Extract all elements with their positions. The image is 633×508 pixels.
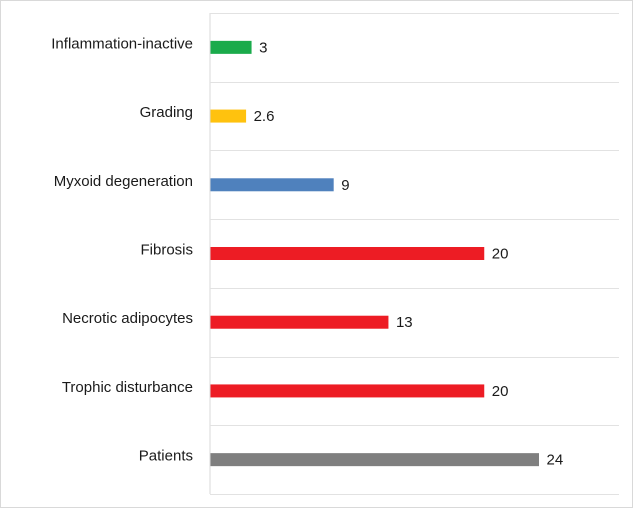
bar-myxoid-degeneration (210, 178, 334, 192)
category-label: Inflammation-inactive (51, 35, 193, 52)
bar-trophic-disturbance (210, 384, 485, 398)
value-label: 13 (396, 314, 413, 331)
value-label: 24 (547, 452, 564, 469)
category-label: Grading (140, 104, 193, 121)
value-label: 20 (492, 383, 509, 400)
category-label: Myxoid degeneration (54, 173, 193, 190)
category-label: Patients (139, 448, 193, 465)
category-label: Fibrosis (140, 241, 193, 258)
value-label: 3 (259, 39, 267, 56)
bar-fibrosis (210, 247, 485, 260)
bar-layer (210, 40, 539, 467)
bar-grading (210, 109, 247, 123)
value-label: 2.6 (254, 108, 275, 125)
bar-necrotic-adipocytes (210, 315, 389, 329)
grid-layer (209, 13, 619, 495)
label-layer: Inflammation-inactive 3 Grading 2.6 Myxoid d… (51, 35, 563, 468)
value-label: 9 (341, 177, 349, 194)
category-label: Necrotic adipocytes (62, 310, 193, 327)
bar-patients (210, 453, 539, 467)
bar-inflammation-inactive (210, 40, 252, 54)
category-label: Trophic disturbance (62, 379, 193, 396)
value-label: 20 (492, 245, 509, 262)
